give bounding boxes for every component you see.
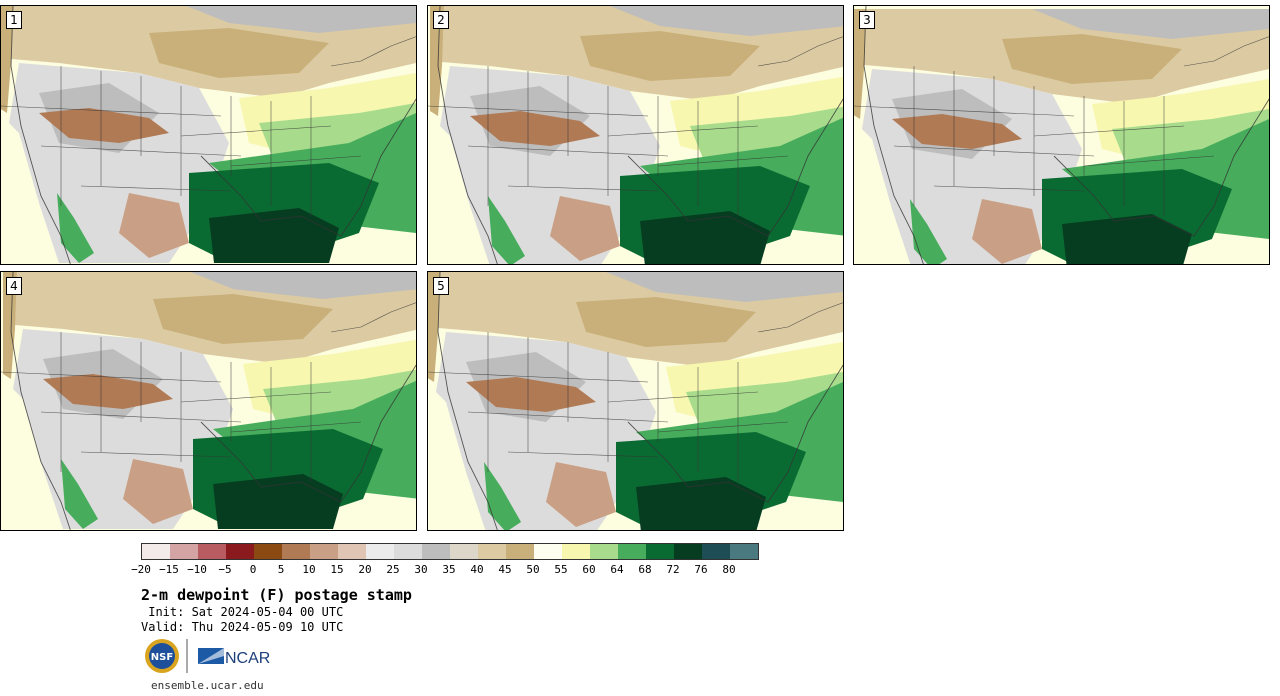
colorbar-tick-label: 15 [330,563,344,576]
colorbar-tick-label: 72 [666,563,680,576]
colorbar-swatch [226,544,254,559]
member-number: 2 [433,11,449,29]
colorbar-tick-label: −20 [131,563,151,576]
svg-text:NSF: NSF [151,652,173,663]
colorbar-tick-label: 80 [722,563,736,576]
colorbar-swatch [310,544,338,559]
colorbar-swatch [338,544,366,559]
colorbar-swatch [562,544,590,559]
colorbar-swatch [142,544,170,559]
colorbar-ticks: −20 −15 −10 −5 0 5 10 15 20 25 30 35 40 45 50 55 60 64 68 7… [131,563,761,577]
colorbar-swatch [282,544,310,559]
ensemble-member-map-1: 1 [0,5,417,265]
ensemble-member-map-4: 4 [0,271,417,531]
dewpoint-map [428,272,843,530]
ensemble-member-map-2: 2 [427,5,844,265]
colorbar-tick-label: 30 [414,563,428,576]
member-number: 1 [6,11,22,29]
dewpoint-map [854,6,1269,264]
colorbar-tick-label: −5 [218,563,232,576]
colorbar-tick-label: 50 [526,563,540,576]
nsf-logo: NSF [145,639,179,673]
colorbar-swatch [422,544,450,559]
colorbar-tick-label: 55 [554,563,568,576]
dewpoint-map [428,6,843,264]
colorbar-tick-label: 10 [302,563,316,576]
colorbar-tick-label: 20 [358,563,372,576]
colorbar-swatch [730,544,758,559]
colorbar-swatch [506,544,534,559]
colorbar-tick-label: 25 [386,563,400,576]
colorbar-swatch [254,544,282,559]
colorbar-swatch [646,544,674,559]
colorbar [141,543,759,560]
colorbar-tick-label: 35 [442,563,456,576]
ensemble-member-map-5: 5 [427,271,844,531]
colorbar-swatch [170,544,198,559]
colorbar-swatch [590,544,618,559]
member-number: 3 [859,11,875,29]
logos: NSF NCAR [144,636,284,678]
init-time: Init: Sat 2024-05-04 00 UTC [141,605,344,619]
dewpoint-map [1,272,416,530]
colorbar-swatch [674,544,702,559]
colorbar-tick-label: −15 [159,563,179,576]
valid-time: Valid: Thu 2024-05-09 10 UTC [141,620,344,634]
colorbar-swatch [366,544,394,559]
colorbar-swatch [450,544,478,559]
colorbar-swatch [618,544,646,559]
member-number: 5 [433,277,449,295]
colorbar-swatch [702,544,730,559]
colorbar-swatch [394,544,422,559]
member-number: 4 [6,277,22,295]
chart-title: 2-m dewpoint (F) postage stamp [141,586,412,604]
colorbar-swatch [534,544,562,559]
colorbar-tick-label: 0 [249,563,257,576]
colorbar-tick-label: 76 [694,563,708,576]
colorbar-swatch [478,544,506,559]
colorbar-tick-label: 40 [470,563,484,576]
colorbar-tick-label: 68 [638,563,652,576]
dewpoint-map [1,6,416,264]
ensemble-member-map-3: 3 [853,5,1270,265]
colorbar-swatch [198,544,226,559]
colorbar-tick-label: 60 [582,563,596,576]
colorbar-tick-label: 64 [610,563,624,576]
ncar-logo: NCAR [198,648,270,667]
colorbar-tick-label: 5 [277,563,285,576]
colorbar-tick-label: 45 [498,563,512,576]
colorbar-tick-label: −10 [187,563,207,576]
svg-text:NCAR: NCAR [225,650,270,667]
website-url: ensemble.ucar.edu [151,679,264,692]
